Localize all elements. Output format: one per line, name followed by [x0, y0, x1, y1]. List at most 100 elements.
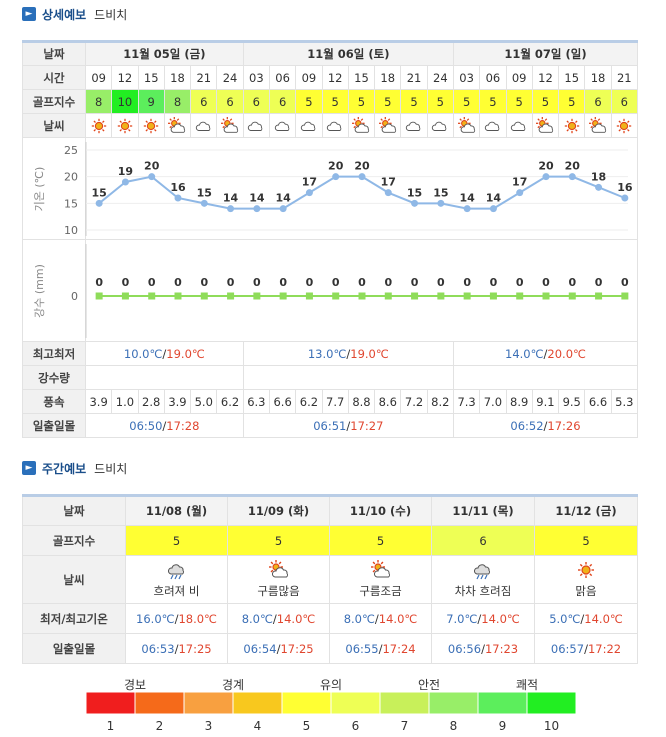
rain-tick-label: 0 [71, 290, 78, 303]
min-temp: 10.0℃ [123, 346, 163, 361]
wind-cell: 7.2 [400, 389, 428, 414]
golf-index-cell: 5 [531, 89, 560, 114]
wind-cell: 6.6 [584, 389, 612, 414]
partly-cloudy-icon [352, 116, 370, 135]
time-cell: 21 [610, 65, 638, 90]
temperature-value: 17 [512, 176, 527, 189]
rain-value: 0 [384, 276, 392, 289]
day-header: 11월 05일 (금) [85, 40, 244, 66]
golf-index-cell: 5 [321, 89, 349, 114]
rain-value: 0 [279, 276, 287, 289]
temperature-value: 16 [170, 181, 186, 194]
weather-cell [531, 113, 560, 138]
rain-point [200, 292, 208, 300]
sunset-time: 17:27 [350, 418, 384, 433]
legend-level-label: 4 [254, 719, 262, 733]
wind-cell: 8.2 [426, 389, 454, 414]
rain-point [253, 292, 261, 300]
weather-cell [84, 113, 113, 138]
rain-point [437, 292, 445, 300]
wind-cell: 6.2 [295, 389, 323, 414]
sun-icon [142, 117, 160, 135]
sun-icon [615, 117, 633, 135]
legend-color-segment [526, 691, 577, 715]
temperature-value: 17 [381, 176, 396, 189]
temperature-value: 19 [118, 165, 133, 178]
weekly-sunrise-sunset-label: 일출일몰 [22, 633, 126, 664]
weekly-weather-cell: 맑음 [534, 555, 638, 604]
chevron-right-icon[interactable]: ► [22, 461, 36, 475]
sunrise-time: 06:53 [141, 641, 175, 656]
temperature-value: 14 [223, 192, 239, 205]
legend-level-label: 8 [450, 719, 458, 733]
legend-group-label: 경계 [222, 678, 244, 692]
rain-axis-cell: 강수 (mm) [22, 239, 86, 342]
legend-level-label: 2 [156, 719, 164, 733]
weather-cell [111, 113, 139, 138]
temperature-value: 20 [354, 160, 370, 173]
separator: / [276, 641, 281, 656]
rain-value: 0 [358, 276, 366, 289]
weather-description: 구름조금 [359, 584, 402, 598]
sunrise-time: 06:54 [243, 641, 277, 656]
temperature-point [253, 205, 261, 213]
weather-description: 맑음 [575, 584, 597, 598]
partly-cloudy-icon [457, 116, 476, 135]
weekly-min-max-cell: 5.0℃/14.0℃ [534, 603, 638, 634]
time-label: 시간 [22, 65, 86, 90]
golf-index-cell: 5 [295, 89, 323, 114]
weekly-date-label: 날짜 [22, 494, 126, 526]
weather-cell [584, 113, 612, 138]
min-max-cell: 13.0℃/19.0℃ [242, 341, 454, 366]
temperature-chart-cell: 25 20 15 10 15 19 20 16 15 14 14 14 17 20 20 17 15 15 14 14… [64, 137, 638, 240]
weather-cell [242, 113, 270, 138]
weather-cell [479, 113, 507, 138]
golf-index-cell: 6 [242, 89, 270, 114]
time-cell: 18 [584, 65, 612, 90]
weather-cell [426, 113, 454, 138]
rain-point [621, 292, 629, 300]
temperature-point [516, 189, 524, 197]
cloud-icon [274, 117, 292, 135]
rain-point [121, 292, 129, 300]
wind-cell: 9.5 [558, 389, 586, 414]
legend-level-label: 5 [303, 719, 311, 733]
rain-value: 0 [227, 276, 235, 289]
time-cell: 09 [84, 65, 113, 90]
rain-value: 0 [568, 276, 576, 289]
cloud-icon [484, 117, 502, 135]
sun-icon [116, 117, 134, 135]
weather-label: 날씨 [22, 113, 86, 138]
legend-level-label: 7 [401, 719, 409, 733]
legend-level-label: 3 [205, 719, 213, 733]
chevron-right-icon[interactable]: ► [22, 7, 36, 21]
rainfall-cell [85, 365, 244, 390]
temperature-point [121, 178, 129, 186]
temperature-value: 14 [249, 192, 265, 205]
partly-cloudy-icon [589, 116, 607, 135]
partly-cloudy-icon [221, 116, 239, 135]
rain-value: 0 [542, 276, 550, 289]
temp-tick-label: 15 [64, 197, 78, 210]
weekly-day-header: 11/12 (금) [534, 494, 638, 526]
rain-point [174, 292, 182, 300]
temperature-point [621, 194, 629, 202]
sun-icon [90, 117, 108, 135]
weather-cell [347, 113, 376, 138]
golf-index-cell: 8 [84, 89, 113, 114]
temperature-value: 20 [565, 160, 581, 173]
weather-cell [400, 113, 428, 138]
cloud-icon [247, 117, 265, 135]
legend-color-segment [85, 691, 136, 715]
weekly-weather-cell: 흐려져 비 [125, 555, 228, 604]
wind-cell: 7.0 [479, 389, 507, 414]
temperature-point [227, 205, 235, 213]
weekly-weather-label: 날씨 [22, 555, 126, 604]
weather-cell [268, 113, 297, 138]
rain-point [384, 292, 392, 300]
wind-cell: 6.6 [268, 389, 297, 414]
rain-value: 0 [595, 276, 603, 289]
temperature-value: 15 [433, 186, 448, 199]
partly-cloudy-icon [331, 560, 431, 583]
golf-index-cell: 6 [190, 89, 218, 114]
